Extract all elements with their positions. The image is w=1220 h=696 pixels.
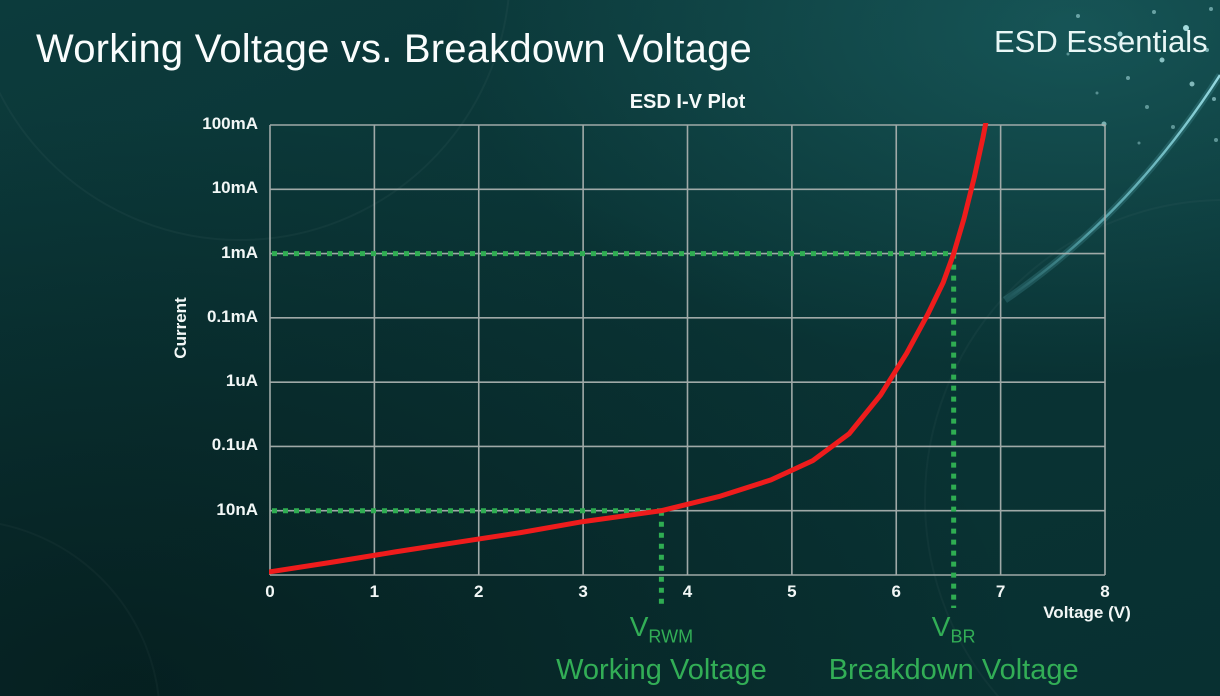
chart-title: ESD I-V Plot bbox=[629, 91, 746, 113]
annotation-symbol-vbr: VBR bbox=[931, 611, 976, 647]
x-axis-label: Voltage (V) bbox=[1043, 603, 1131, 622]
y-tick-label-100mA: 100mA bbox=[202, 114, 258, 133]
x-tick-label-8: 8 bbox=[1100, 582, 1110, 601]
y-tick-label-1uA: 1uA bbox=[225, 371, 258, 391]
x-tick-label-4: 4 bbox=[682, 582, 693, 601]
decorative-swoosh bbox=[1003, 73, 1220, 303]
y-tick-label-1mA: 1mA bbox=[221, 242, 258, 262]
brand-logo-text: ESD Essentials bbox=[994, 24, 1208, 59]
annotation-symbol-vrwm: VRWM bbox=[629, 611, 694, 647]
y-tick-label-10nA: 10nA bbox=[216, 499, 258, 519]
x-tick-label-0: 0 bbox=[265, 582, 275, 601]
x-tick-label-1: 1 bbox=[369, 582, 380, 601]
annotation-vrwm: VRWM Working Voltage bbox=[521, 612, 801, 688]
gridlines bbox=[269, 124, 1106, 576]
y-tick-label-0.1mA: 0.1mA bbox=[206, 306, 258, 326]
marker-lines-vbr bbox=[272, 251, 957, 608]
page-title: Working Voltage vs. Breakdown Voltage bbox=[36, 27, 752, 71]
annotation-caption-vrwm: Working Voltage bbox=[556, 653, 767, 686]
x-tick-label-6: 6 bbox=[891, 582, 901, 601]
marker-lines-vrwm bbox=[272, 508, 664, 608]
y-axis-label: Current bbox=[171, 297, 190, 359]
x-tick-label-5: 5 bbox=[787, 582, 797, 601]
x-tick-label-2: 2 bbox=[474, 582, 484, 601]
x-tick-label-7: 7 bbox=[995, 582, 1006, 601]
y-tick-label-10mA: 10mA bbox=[211, 178, 258, 198]
x-tick-label-3: 3 bbox=[578, 582, 588, 601]
iv-curve bbox=[269, 123, 989, 575]
decorative-stars bbox=[1066, 7, 1218, 145]
annotation-caption-vbr: Breakdown Voltage bbox=[828, 653, 1079, 686]
annotation-vbr: VBR Breakdown Voltage bbox=[814, 612, 1094, 688]
y-tick-label-0.1uA: 0.1uA bbox=[211, 435, 258, 455]
